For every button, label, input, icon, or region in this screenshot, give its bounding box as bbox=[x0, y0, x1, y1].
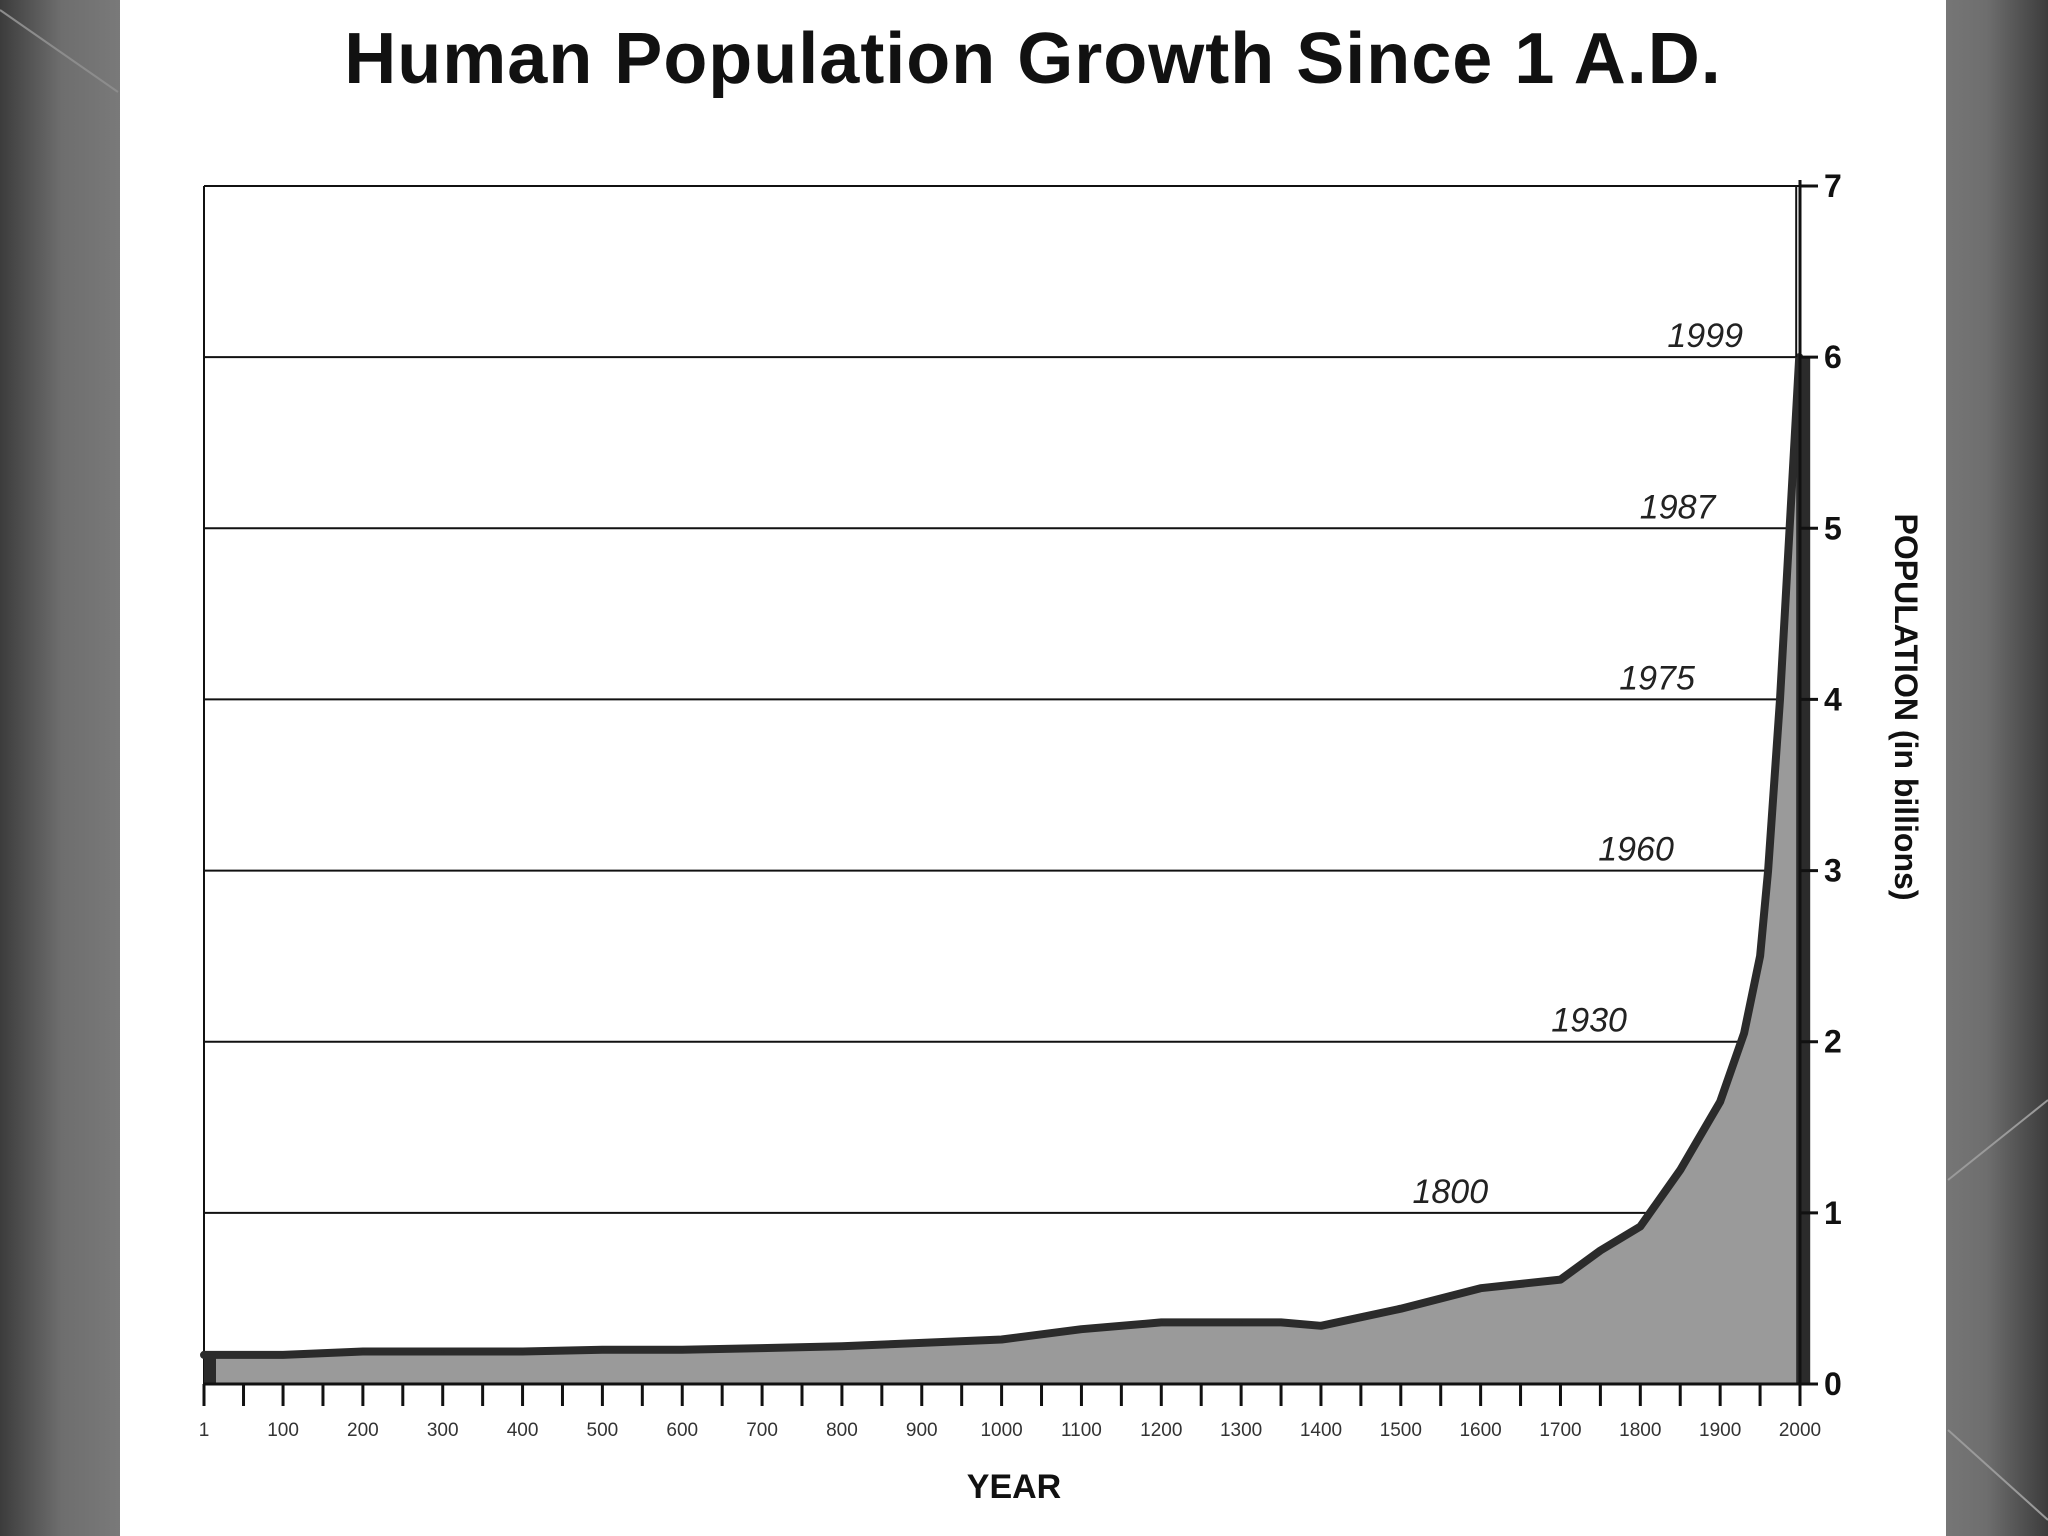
x-tick-label-200: 200 bbox=[347, 1420, 379, 1441]
chart-panel: Human Population Growth Since 1 A.D. 1 10… bbox=[120, 0, 1946, 1536]
annotation-1987: 1987 bbox=[1640, 488, 1717, 526]
data-point-1850 bbox=[1678, 1168, 1682, 1172]
x-tick-label-2000: 2000 bbox=[1779, 1420, 1821, 1441]
y-axis-title: POPULATION (in billions) bbox=[1888, 514, 1924, 901]
y-tick-label-4: 4 bbox=[1824, 681, 1842, 717]
data-point-1100 bbox=[1079, 1327, 1083, 1331]
annotation-1975: 1975 bbox=[1619, 659, 1695, 697]
annotation-1999: 1999 bbox=[1667, 317, 1743, 355]
population-line bbox=[200, 353, 1804, 1359]
data-point-1300 bbox=[1239, 1320, 1243, 1324]
data-point-200 bbox=[361, 1350, 365, 1353]
x-tick-label-1600: 1600 bbox=[1459, 1420, 1501, 1441]
x-tick-label-400: 400 bbox=[507, 1420, 539, 1441]
y-tick-label-7: 7 bbox=[1824, 168, 1842, 204]
data-point-800 bbox=[840, 1344, 844, 1348]
start-marker bbox=[204, 1354, 216, 1384]
data-point-1750 bbox=[1598, 1249, 1602, 1252]
data-point-1500 bbox=[1399, 1307, 1403, 1311]
x-tick-label-1300: 1300 bbox=[1220, 1420, 1262, 1441]
data-point-1975 bbox=[1778, 697, 1782, 701]
y-tick-label-0: 0 bbox=[1824, 1366, 1842, 1402]
x-tick-label-800: 800 bbox=[826, 1420, 858, 1441]
data-point-1800 bbox=[1638, 1225, 1642, 1228]
y-tick-label-5: 5 bbox=[1824, 510, 1842, 546]
data-point-1200 bbox=[1159, 1320, 1163, 1324]
x-tick-label-500: 500 bbox=[587, 1420, 619, 1441]
y-tick-label-3: 3 bbox=[1824, 853, 1842, 889]
x-tick-label-1100: 1100 bbox=[1061, 1420, 1102, 1441]
data-point-900 bbox=[920, 1341, 924, 1345]
data-point-100 bbox=[281, 1353, 285, 1357]
x-tick-label-700: 700 bbox=[746, 1420, 778, 1441]
x-tick-label-900: 900 bbox=[906, 1420, 938, 1441]
x-tick-label-600: 600 bbox=[666, 1420, 698, 1441]
population-chart: 1 100 200 300 400 500 600 700 800 900 1000 1100 1200… bbox=[199, 168, 1924, 1506]
population-area bbox=[204, 357, 1800, 1385]
x-tick-label-1900: 1900 bbox=[1699, 1420, 1741, 1441]
x-tick-label-1000: 1000 bbox=[980, 1420, 1022, 1441]
x-axis-title: YEAR bbox=[967, 1468, 1061, 1506]
x-tick-label-1500: 1500 bbox=[1380, 1420, 1422, 1441]
data-point-1600 bbox=[1479, 1286, 1483, 1290]
x-tick-label-1: 1 bbox=[199, 1420, 210, 1441]
x-tick-label-100: 100 bbox=[267, 1420, 299, 1441]
x-tick-label-1700: 1700 bbox=[1539, 1420, 1581, 1441]
y-tick-label-2: 2 bbox=[1824, 1024, 1842, 1060]
annotation-1800: 1800 bbox=[1412, 1173, 1488, 1211]
data-point-600 bbox=[680, 1348, 684, 1352]
data-point-1960 bbox=[1766, 869, 1770, 873]
data-point-1900 bbox=[1718, 1100, 1722, 1104]
data-point-1950 bbox=[1758, 954, 1762, 958]
chart-title: Human Population Growth Since 1 A.D. bbox=[344, 19, 1722, 99]
x-tick-label-300: 300 bbox=[427, 1420, 459, 1441]
data-point-500 bbox=[600, 1348, 604, 1352]
y-tick-label-6: 6 bbox=[1824, 339, 1842, 375]
data-point-1000 bbox=[1000, 1338, 1004, 1341]
data-point-1700 bbox=[1559, 1278, 1562, 1282]
data-point-1987 bbox=[1788, 526, 1792, 530]
data-point-700 bbox=[760, 1346, 764, 1350]
y-tick-label-1: 1 bbox=[1824, 1195, 1842, 1231]
x-tick-label-1800: 1800 bbox=[1619, 1420, 1661, 1441]
annotation-1930: 1930 bbox=[1551, 1002, 1627, 1040]
data-point-1350 bbox=[1279, 1320, 1283, 1324]
data-point-1400 bbox=[1319, 1324, 1323, 1328]
data-point-300 bbox=[441, 1350, 445, 1353]
x-tick-label-1200: 1200 bbox=[1140, 1420, 1182, 1441]
data-point-400 bbox=[521, 1350, 525, 1353]
data-point-1930 bbox=[1742, 1031, 1746, 1035]
x-tick-label-1400: 1400 bbox=[1300, 1420, 1342, 1441]
annotation-1960: 1960 bbox=[1598, 831, 1674, 869]
